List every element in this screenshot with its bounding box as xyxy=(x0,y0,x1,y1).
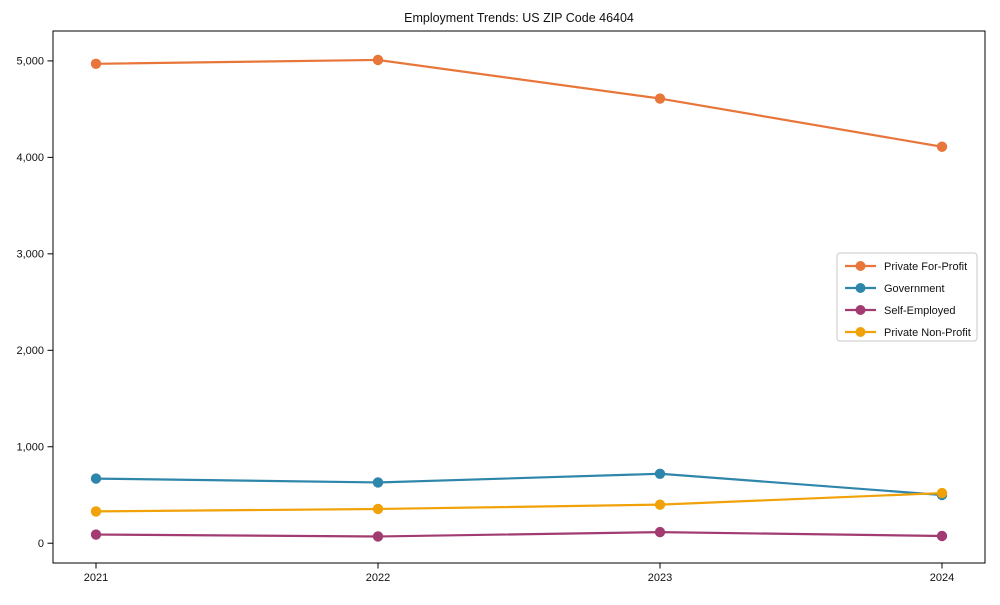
x-tick-label: 2021 xyxy=(84,572,108,584)
series-line-self-employed xyxy=(94,531,944,538)
y-tick-label: 2,000 xyxy=(16,345,44,357)
data-point-private-for-profit-2024 xyxy=(936,141,948,152)
series-lines xyxy=(90,54,948,542)
legend-marker-sample xyxy=(855,327,866,337)
legend-marker-sample xyxy=(855,283,866,293)
series-line-government xyxy=(94,472,944,497)
legend-label: Government xyxy=(884,283,945,295)
y-tick-label: 3,000 xyxy=(16,249,44,261)
y-tick-label: 5,000 xyxy=(16,56,44,68)
data-point-self-employed-2023 xyxy=(654,526,666,538)
legend-label: Self-Employed xyxy=(884,305,956,317)
axes: 0 1,000 2,000 3,000 4,000 5,000 2021 2022 2023 20… xyxy=(16,30,986,584)
legend-marker-sample xyxy=(855,305,866,315)
data-point-government-2022 xyxy=(372,477,384,488)
data-point-government-2023 xyxy=(654,468,666,479)
series-line-private-non-profit xyxy=(94,491,944,513)
legend-box xyxy=(836,252,978,342)
x-tick-label: 2024 xyxy=(930,572,954,584)
legend-item-government: Government xyxy=(845,283,945,295)
legend-label: Private For-Profit xyxy=(884,261,967,273)
legend: Private For-Profit Government Self-Employe… xyxy=(836,252,978,342)
legend-item-private-for-profit: Private For-Profit xyxy=(845,261,967,273)
data-point-private-for-profit-2023 xyxy=(654,93,666,104)
x-tick-label: 2023 xyxy=(648,572,672,584)
data-point-private-non-profit-2024 xyxy=(936,487,948,499)
y-tick-label: 1,000 xyxy=(16,442,44,454)
x-tick-label: 2022 xyxy=(366,572,390,584)
data-point-private-for-profit-2021 xyxy=(90,58,102,69)
data-point-government-2021 xyxy=(90,473,102,484)
data-point-private-for-profit-2022 xyxy=(372,54,384,66)
legend-marker-sample xyxy=(855,261,866,271)
legend-label: Private Non-Profit xyxy=(884,327,971,339)
legend-item-private-non-profit: Private Non-Profit xyxy=(845,327,971,339)
chart-title: Employment Trends: US ZIP Code 46404 xyxy=(404,11,634,25)
y-tick-label: 0 xyxy=(38,538,44,550)
plot-frame xyxy=(52,30,986,564)
series-line-private-for-profit xyxy=(94,58,944,148)
legend-item-self-employed: Self-Employed xyxy=(845,305,956,317)
data-point-private-non-profit-2021 xyxy=(90,506,102,517)
data-point-self-employed-2022 xyxy=(372,531,384,542)
data-point-self-employed-2024 xyxy=(936,530,948,542)
data-point-private-non-profit-2023 xyxy=(654,499,666,510)
data-point-self-employed-2021 xyxy=(90,529,102,540)
y-tick-label: 4,000 xyxy=(16,152,44,164)
data-point-private-non-profit-2022 xyxy=(372,503,384,515)
